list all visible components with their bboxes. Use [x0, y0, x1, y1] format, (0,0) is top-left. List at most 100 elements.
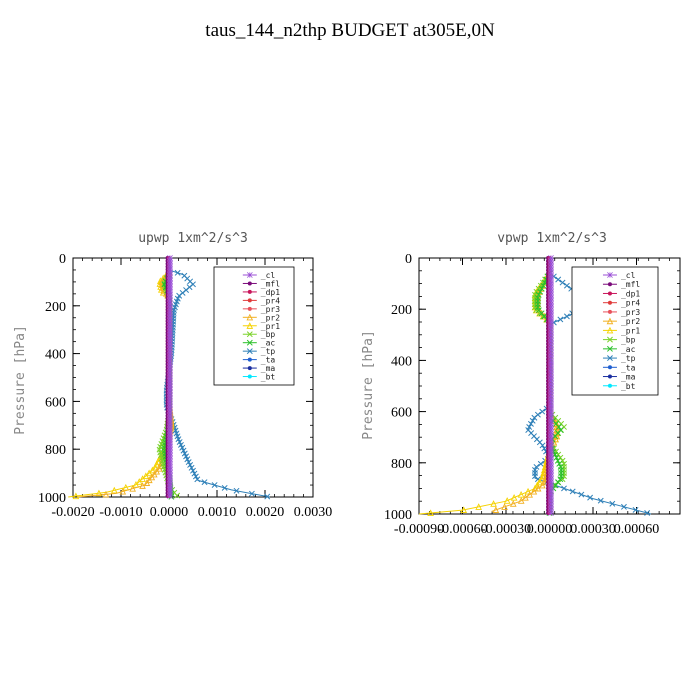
legend-label: _ac	[621, 345, 636, 354]
x-tick-label: 0.0030	[294, 505, 333, 520]
data-point	[167, 341, 173, 347]
data-point	[246, 348, 253, 355]
data-point	[530, 487, 538, 495]
data-point	[167, 335, 173, 342]
data-point	[167, 395, 173, 402]
data-point	[167, 269, 173, 276]
data-point	[167, 381, 173, 388]
chart-title: upwp 1xm^2/s^3	[138, 231, 248, 246]
data-point	[167, 355, 173, 362]
data-point	[167, 435, 173, 442]
data-point	[174, 492, 181, 499]
data-point	[548, 485, 554, 492]
data-point	[167, 432, 173, 439]
data-point	[606, 326, 614, 334]
data-point	[538, 475, 545, 483]
data-point	[531, 414, 538, 421]
data-point	[548, 261, 554, 268]
data-point	[548, 316, 554, 323]
data-point	[548, 414, 554, 421]
data-point	[539, 442, 546, 449]
data-point	[233, 487, 240, 494]
data-point	[167, 321, 173, 327]
data-point	[606, 317, 614, 325]
data-point	[548, 424, 554, 430]
data-point	[548, 497, 554, 504]
data-point	[167, 493, 173, 499]
x-tick-label: 0.00060	[614, 522, 660, 537]
data-point	[167, 358, 173, 365]
data-point	[501, 503, 508, 510]
data-point	[167, 312, 173, 319]
data-point	[174, 269, 181, 276]
data-point	[548, 473, 554, 479]
data-point	[221, 484, 228, 491]
data-point	[167, 315, 173, 322]
data-point	[563, 282, 570, 289]
data-point	[529, 417, 536, 424]
data-point	[167, 384, 173, 390]
data-point	[548, 301, 554, 307]
data-point	[587, 494, 594, 501]
data-point	[246, 331, 253, 338]
data-point	[142, 472, 150, 480]
data-point	[548, 470, 554, 476]
data-point	[548, 448, 554, 455]
data-point	[607, 300, 612, 305]
data-point	[135, 478, 143, 485]
data-point	[490, 500, 497, 507]
y-tick-label: 200	[45, 300, 66, 315]
data-point	[167, 289, 173, 296]
data-point	[167, 387, 173, 393]
legend-label: _dp1	[621, 289, 640, 298]
legend-label: _ac	[261, 339, 276, 348]
data-point	[548, 304, 554, 311]
data-point	[527, 420, 534, 427]
data-point	[554, 457, 561, 464]
data-point	[167, 292, 173, 299]
data-point	[548, 402, 554, 409]
data-point	[548, 344, 554, 350]
data-point	[537, 288, 544, 295]
x-tick-label: 0.0000	[150, 505, 189, 520]
data-point	[548, 433, 554, 440]
data-point	[167, 470, 173, 476]
data-point	[167, 412, 173, 419]
legend: _cl_mfl_dp1_pr4_pr3_pr2_pr1_bp_ac_tp_ta_…	[213, 266, 295, 386]
data-point	[167, 441, 173, 448]
data-point	[167, 458, 173, 465]
data-point	[167, 329, 173, 336]
data-point	[548, 454, 554, 461]
data-point	[539, 408, 546, 415]
data-point	[548, 381, 554, 387]
data-point	[167, 378, 173, 385]
data-point	[548, 421, 554, 427]
data-point	[184, 456, 191, 463]
legend-label: _dp1	[261, 288, 280, 297]
data-point	[548, 460, 554, 467]
data-point	[167, 366, 173, 373]
data-point	[548, 507, 554, 513]
legend-label: _pr2	[621, 317, 640, 326]
data-point	[145, 476, 153, 484]
data-point	[148, 473, 156, 481]
legend-label: _pr1	[621, 326, 640, 335]
data-point	[247, 281, 252, 286]
data-point	[578, 491, 585, 498]
data-point	[533, 463, 540, 470]
data-point	[553, 420, 560, 427]
data-point	[548, 479, 554, 486]
data-point	[517, 490, 525, 498]
data-point	[167, 303, 173, 310]
data-point	[548, 405, 554, 412]
data-point	[167, 298, 173, 304]
chart-panel-1: upwp 1xm^2/s^3 Pressure [hPa] 0 200 400 600 80…	[13, 231, 332, 520]
data-point	[548, 510, 554, 516]
legend-label: _ma	[621, 373, 636, 382]
data-point	[246, 339, 253, 346]
data-point	[548, 267, 554, 274]
data-point	[548, 307, 554, 314]
data-point	[149, 466, 156, 474]
data-point	[548, 442, 554, 449]
data-point	[167, 464, 173, 471]
